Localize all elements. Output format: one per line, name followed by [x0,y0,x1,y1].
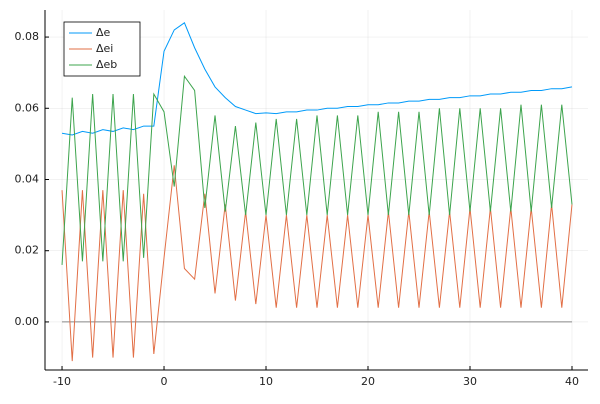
legend-label: Δe [96,26,111,39]
x-tick-label: -10 [53,375,71,388]
x-tick-label: 30 [463,375,477,388]
y-tick-label: 0.04 [15,172,40,185]
legend-label: Δeb [96,58,117,71]
line [61,165,573,362]
x-tick-label: 40 [565,375,579,388]
legend-label: Δei [96,42,113,55]
line [61,74,573,265]
y-tick-label: 0.08 [15,30,40,43]
y-tick-label: 0.00 [15,315,40,328]
x-tick-label: 0 [161,375,168,388]
line [61,22,573,136]
x-tick-label: 20 [361,375,375,388]
y-tick-label: 0.02 [15,244,40,257]
y-tick-label: 0.06 [15,101,40,114]
x-tick-label: 10 [259,375,273,388]
